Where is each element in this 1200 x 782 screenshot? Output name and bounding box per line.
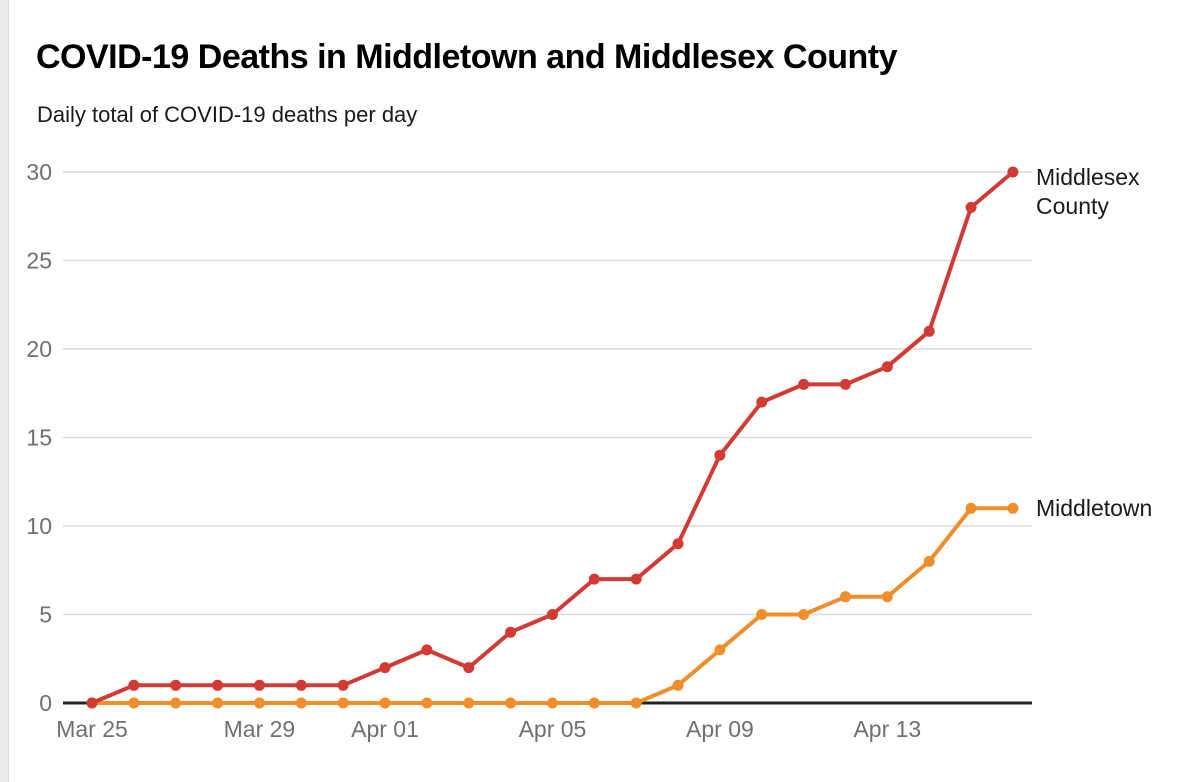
data-point-middletown — [672, 679, 684, 691]
data-point-middlesex-county — [923, 325, 935, 337]
y-tick-label-15: 15 — [26, 425, 52, 451]
data-point-middletown — [379, 697, 391, 709]
series-label-middletown: Middletown — [1036, 495, 1153, 522]
data-point-middletown — [170, 697, 182, 709]
x-tick-label-mar-25: Mar 25 — [56, 716, 128, 742]
data-point-middlesex-county — [337, 679, 349, 691]
data-point-middletown — [756, 609, 768, 620]
data-point-middlesex-county — [588, 573, 600, 585]
y-tick-label-5: 5 — [39, 602, 52, 628]
x-tick-label-apr-01: Apr 01 — [351, 716, 419, 742]
y-tick-label-10: 10 — [26, 513, 52, 539]
data-point-middletown — [798, 609, 810, 620]
data-point-middlesex-county — [1007, 166, 1019, 178]
data-point-middlesex-county — [630, 573, 642, 585]
data-point-middlesex-county — [421, 644, 433, 656]
data-point-middlesex-county — [170, 679, 182, 691]
data-point-middletown — [1007, 502, 1019, 514]
data-point-middlesex-county — [798, 378, 810, 390]
series-line-middletown — [90, 506, 1015, 705]
data-point-middlesex-county — [86, 697, 98, 709]
data-point-middlesex-county — [965, 201, 977, 213]
data-point-middletown — [714, 644, 726, 656]
data-point-middlesex-county — [212, 679, 224, 691]
data-point-middletown — [923, 555, 935, 567]
data-point-middletown — [505, 697, 517, 709]
data-point-middletown — [295, 697, 307, 709]
data-point-middlesex-county — [253, 679, 265, 691]
data-point-middletown — [839, 591, 851, 603]
series-label-middlesex-county: Middlesex County — [1036, 164, 1140, 219]
data-point-middletown — [630, 697, 642, 709]
data-point-middletown — [546, 697, 558, 709]
x-tick-label-apr-13: Apr 13 — [853, 716, 921, 742]
data-point-middletown — [253, 697, 265, 709]
data-point-middletown — [421, 697, 433, 709]
x-tick-label-apr-09: Apr 09 — [686, 716, 754, 742]
data-point-middlesex-county — [295, 679, 307, 691]
data-point-middletown — [588, 697, 600, 709]
y-tick-label-30: 30 — [26, 159, 52, 185]
window-edge — [0, 0, 9, 782]
data-point-middletown — [212, 697, 224, 709]
x-tick-label-apr-05: Apr 05 — [519, 716, 587, 742]
data-point-middlesex-county — [505, 626, 517, 638]
data-point-middlesex-county — [379, 662, 391, 674]
data-point-middletown — [463, 697, 475, 709]
data-point-middletown — [337, 697, 349, 709]
data-point-middlesex-county — [756, 396, 768, 408]
data-point-middletown — [881, 591, 893, 603]
data-point-middlesex-county — [672, 538, 684, 550]
data-point-middlesex-county — [546, 609, 558, 620]
y-tick-label-25: 25 — [26, 248, 52, 274]
data-point-middlesex-county — [714, 449, 726, 461]
y-tick-label-20: 20 — [26, 336, 52, 362]
data-point-middlesex-county — [881, 361, 893, 373]
data-point-middlesex-county — [463, 662, 475, 674]
y-tick-label-0: 0 — [39, 690, 52, 716]
chart-title: COVID-19 Deaths in Middletown and Middle… — [36, 38, 897, 76]
x-tick-label-mar-29: Mar 29 — [224, 716, 296, 742]
data-point-middlesex-county — [128, 679, 140, 691]
chart-subtitle: Daily total of COVID-19 deaths per day — [37, 102, 418, 127]
data-point-middlesex-county — [839, 378, 851, 390]
data-point-middletown — [128, 697, 140, 709]
data-point-middletown — [965, 502, 977, 514]
